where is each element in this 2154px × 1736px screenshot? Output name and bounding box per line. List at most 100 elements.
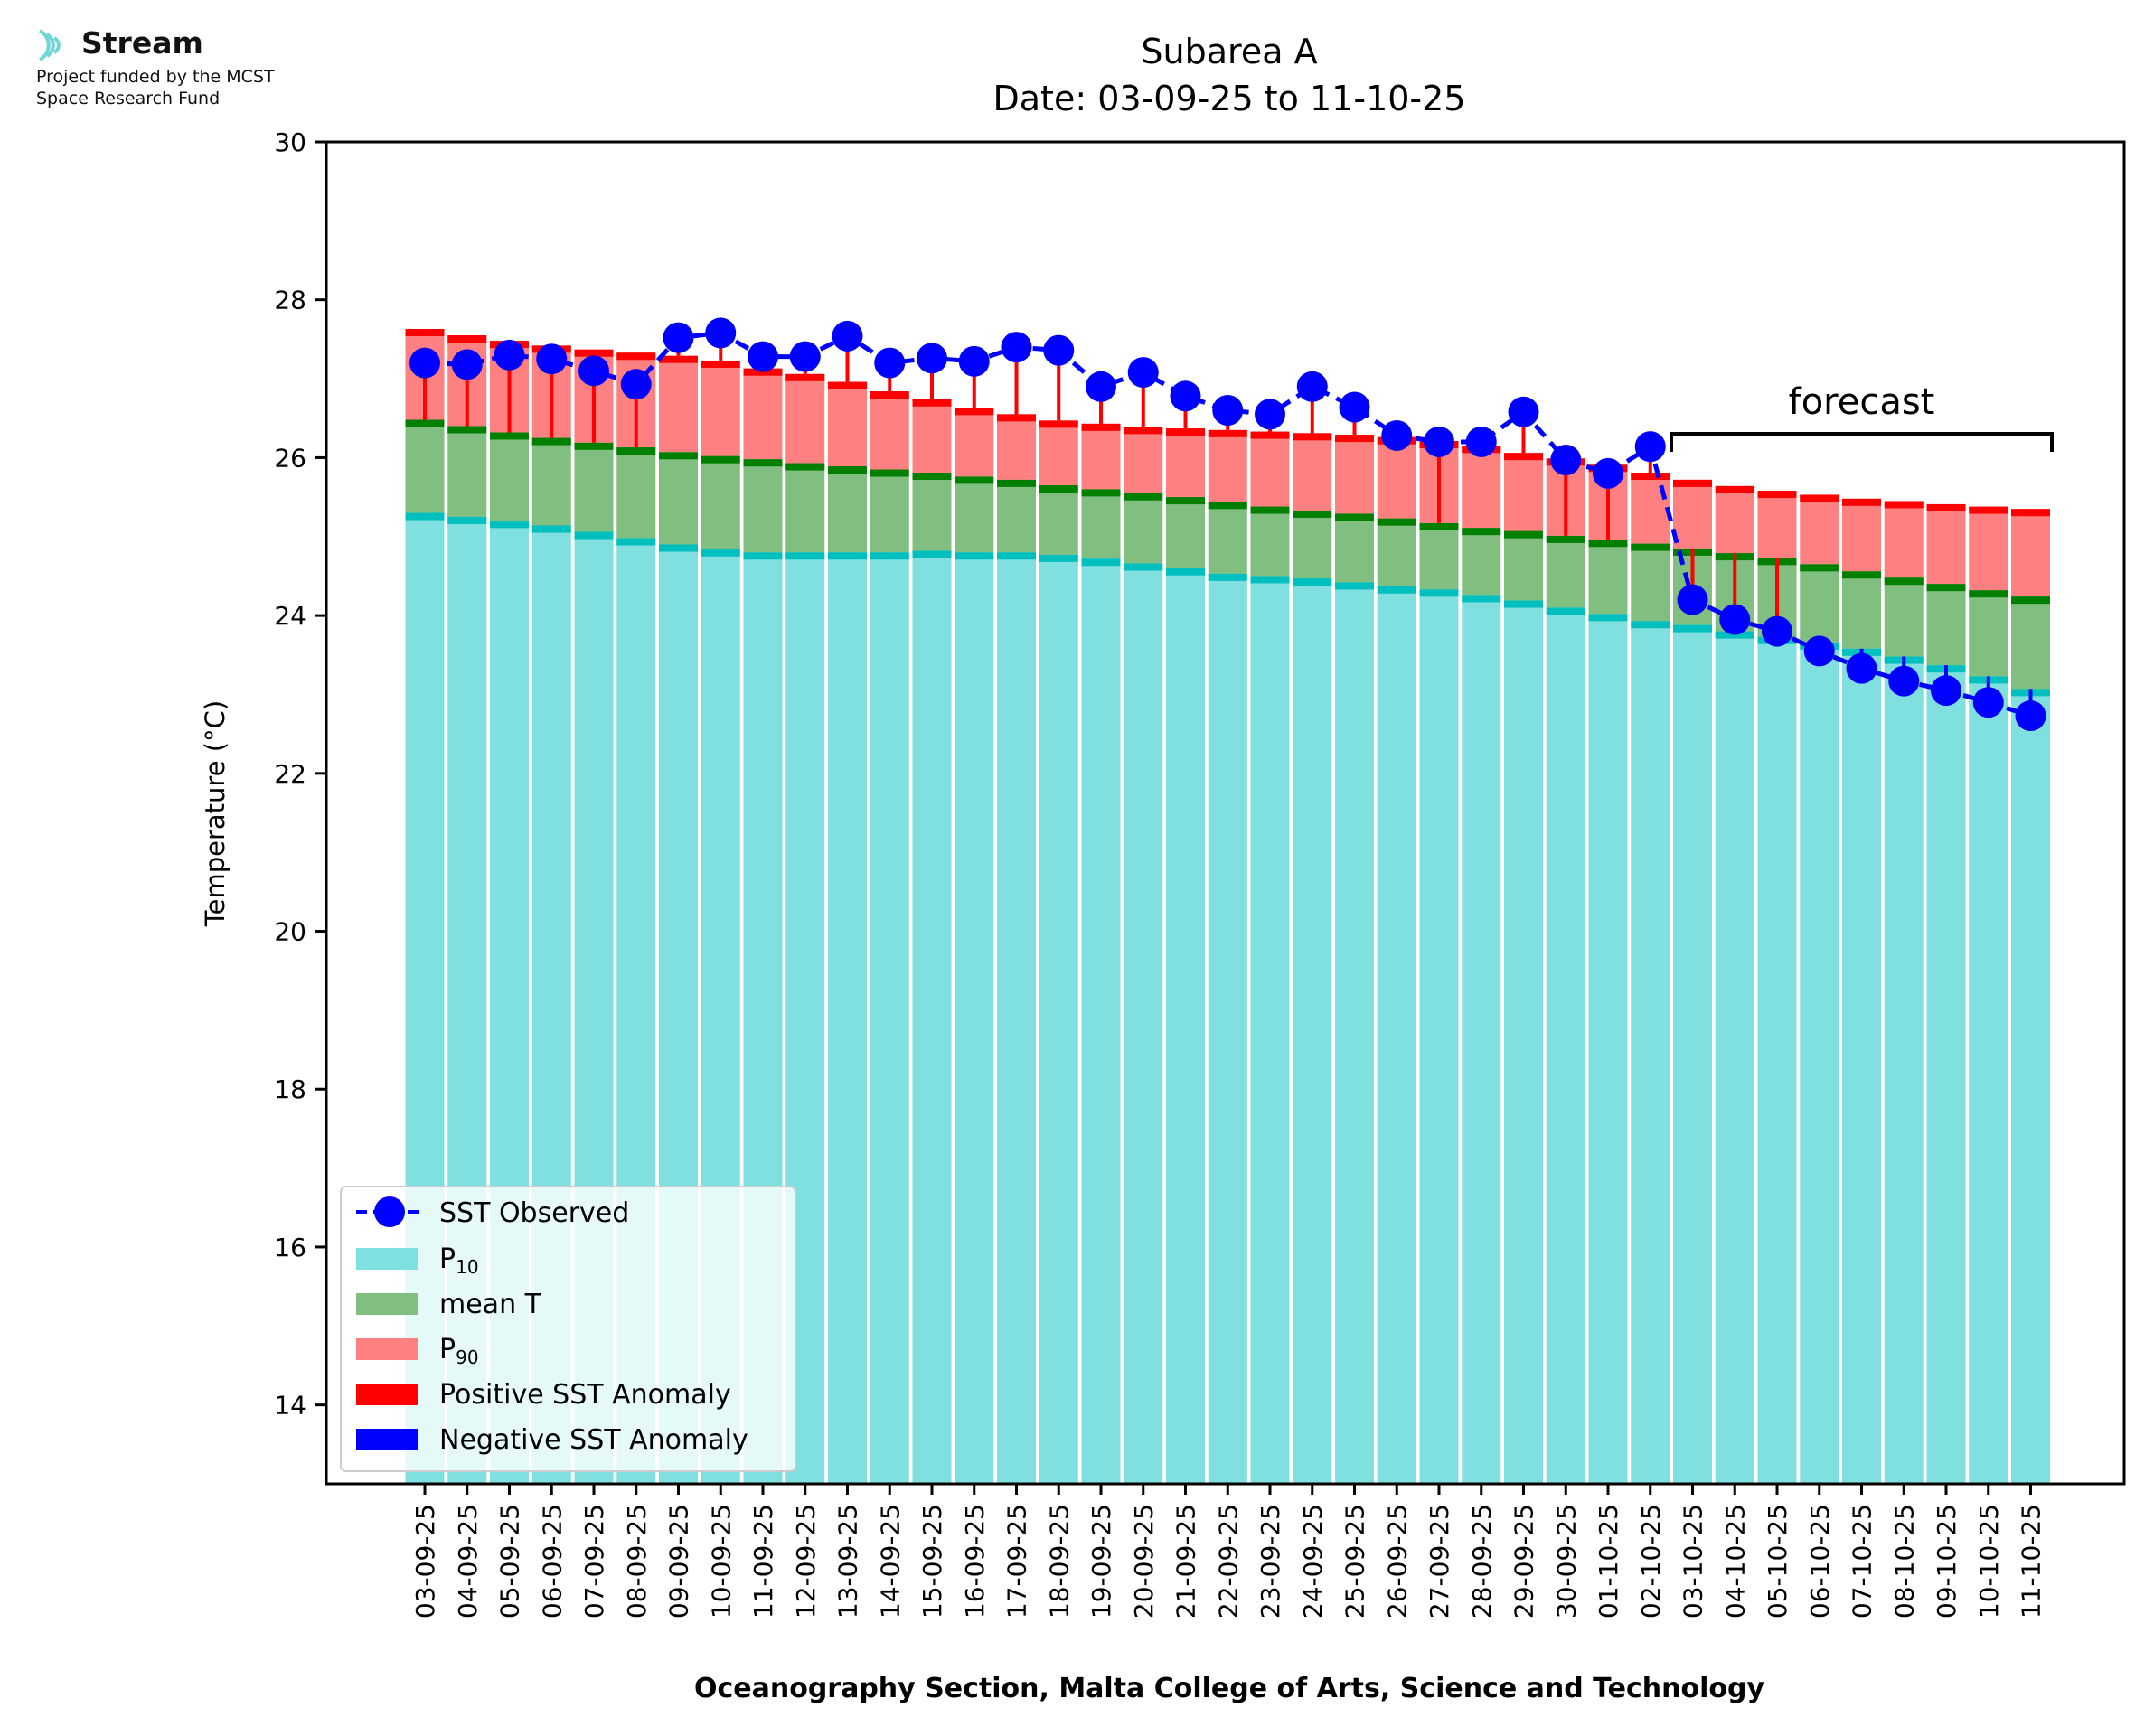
- mean-edge-27-09-25: [1419, 522, 1459, 530]
- p90-edge-25-09-25: [1335, 435, 1374, 443]
- p10-edge-15-09-25: [912, 550, 952, 558]
- observed-point-16-09-25: [958, 345, 990, 377]
- x-tick-label-09-10-25: 09-10-25: [1932, 1504, 1961, 1619]
- observed-point-07-09-25: [578, 355, 609, 387]
- mean-bar-30-09-25: [1546, 535, 1585, 608]
- y-tick-label-26: 26: [274, 443, 306, 473]
- legend-item-observed: SST Observed: [356, 1196, 629, 1229]
- observed-point-19-09-25: [1086, 371, 1116, 402]
- p10-edge-14-09-25: [870, 552, 909, 560]
- x-tick-label-16-09-25: 16-09-25: [960, 1504, 990, 1619]
- x-tick-label-13-09-25: 13-09-25: [833, 1504, 863, 1619]
- x-tick-label-07-09-25: 07-09-25: [579, 1504, 609, 1619]
- p90-edge-20-09-25: [1124, 427, 1163, 435]
- legend-p90-subscript: 90: [456, 1347, 478, 1368]
- y-tick-label-30: 30: [274, 127, 306, 157]
- observed-point-17-09-25: [1001, 332, 1032, 363]
- x-tick-label-20-09-25: 20-09-25: [1129, 1504, 1159, 1619]
- observed-point-24-09-25: [1296, 371, 1328, 402]
- p90-bar-15-09-25: [912, 399, 952, 474]
- p90-edge-29-09-25: [1504, 453, 1543, 461]
- p90-edge-06-10-25: [1800, 494, 1839, 502]
- forecast-bracket-line: [1670, 432, 2054, 452]
- legend-positive-swatch: [356, 1384, 418, 1405]
- x-tick-label-19-09-25: 19-09-25: [1086, 1504, 1116, 1619]
- mean-edge-08-09-25: [616, 447, 656, 455]
- p10-bar-05-10-25: [1757, 636, 1797, 1484]
- mean-edge-11-10-25: [2011, 596, 2050, 605]
- p90-bar-18-09-25: [1039, 420, 1078, 485]
- x-tick-label-02-10-25: 02-10-25: [1636, 1504, 1666, 1619]
- x-tick-label-29-09-25: 29-09-25: [1510, 1504, 1539, 1619]
- p10-bar-14-09-25: [870, 552, 909, 1484]
- mean-bar-10-09-25: [701, 455, 740, 549]
- x-tick-label-14-09-25: 14-09-25: [875, 1504, 905, 1619]
- p10-edge-18-09-25: [1039, 554, 1078, 562]
- mean-edge-12-09-25: [785, 463, 825, 471]
- legend-item-negative-anomaly: Negative SST Anomaly: [356, 1424, 748, 1456]
- p90-edge-11-09-25: [743, 368, 783, 376]
- x-tick-label-10-10-25: 10-10-25: [1974, 1504, 2004, 1619]
- p10-bar-21-09-25: [1166, 568, 1205, 1484]
- observed-point-12-09-25: [789, 341, 821, 372]
- p10-edge-24-09-25: [1293, 578, 1332, 586]
- p10-bar-11-10-25: [2011, 689, 2050, 1484]
- mean-bar-04-09-25: [447, 426, 487, 517]
- p90-bar-08-10-25: [1884, 501, 1924, 578]
- x-tick-label-12-09-25: 12-09-25: [791, 1504, 821, 1619]
- x-tick-label-18-09-25: 18-09-25: [1044, 1504, 1074, 1619]
- p90-edge-08-10-25: [1884, 501, 1924, 509]
- x-tick-label-09-09-25: 09-09-25: [664, 1504, 694, 1619]
- mean-edge-22-09-25: [1208, 502, 1247, 510]
- p10-bar-04-10-25: [1715, 631, 1754, 1484]
- p90-edge-17-09-25: [997, 414, 1036, 422]
- p90-bar-07-10-25: [1842, 498, 1881, 572]
- x-tick-label-05-10-25: 05-10-25: [1763, 1504, 1792, 1619]
- p10-bar-23-09-25: [1250, 576, 1290, 1484]
- mean-edge-09-09-25: [659, 452, 698, 460]
- p10-edge-19-09-25: [1081, 558, 1121, 567]
- mean-bar-17-09-25: [997, 479, 1036, 553]
- p10-edge-06-09-25: [531, 525, 571, 533]
- p90-edge-04-09-25: [447, 335, 487, 343]
- p10-bar-08-10-25: [1884, 656, 1924, 1484]
- mean-bar-11-10-25: [2011, 596, 2050, 690]
- y-tick-label-16: 16: [274, 1233, 306, 1262]
- p90-bar-19-09-25: [1081, 423, 1121, 490]
- p10-edge-11-09-25: [743, 552, 783, 560]
- p90-bar-13-09-25: [828, 381, 867, 467]
- legend-p90-swatch: [356, 1338, 418, 1360]
- x-tick-label-03-09-25: 03-09-25: [410, 1504, 440, 1619]
- mean-bar-24-09-25: [1293, 510, 1332, 579]
- mean-edge-07-10-25: [1842, 571, 1881, 579]
- p90-bar-14-09-25: [870, 391, 909, 470]
- observed-point-14-09-25: [874, 347, 906, 379]
- mean-edge-26-09-25: [1377, 518, 1416, 526]
- p90-edge-23-09-25: [1250, 431, 1290, 439]
- x-tick-label-25-09-25: 25-09-25: [1340, 1504, 1370, 1619]
- x-tick-label-07-10-25: 07-10-25: [1848, 1504, 1877, 1619]
- mean-edge-01-10-25: [1588, 540, 1628, 548]
- p10-bar-27-09-25: [1419, 589, 1459, 1484]
- p90-bar-03-10-25: [1673, 479, 1712, 549]
- p90-edge-02-10-25: [1631, 473, 1670, 481]
- x-tick-label-23-09-25: 23-09-25: [1256, 1504, 1285, 1619]
- p90-bar-23-09-25: [1250, 431, 1290, 507]
- p10-edge-10-09-25: [701, 549, 740, 557]
- p90-bar-22-09-25: [1208, 429, 1247, 502]
- observed-point-05-09-25: [494, 339, 525, 371]
- y-axis-label: Temperature (°C): [200, 700, 230, 927]
- mean-bar-20-09-25: [1124, 493, 1163, 564]
- p90-bar-28-09-25: [1462, 446, 1501, 529]
- p10-bar-30-09-25: [1546, 607, 1585, 1484]
- mean-bar-28-09-25: [1462, 528, 1501, 596]
- mean-bar-01-10-25: [1588, 540, 1628, 615]
- mean-bar-13-09-25: [828, 466, 867, 553]
- legend-p10-swatch: [356, 1248, 418, 1270]
- mean-edge-14-09-25: [870, 469, 909, 477]
- p10-edge-21-09-25: [1166, 568, 1205, 576]
- x-tick-label-04-10-25: 04-10-25: [1720, 1504, 1750, 1619]
- x-tick-label-08-10-25: 08-10-25: [1889, 1504, 1919, 1619]
- observed-point-04-09-25: [451, 349, 483, 380]
